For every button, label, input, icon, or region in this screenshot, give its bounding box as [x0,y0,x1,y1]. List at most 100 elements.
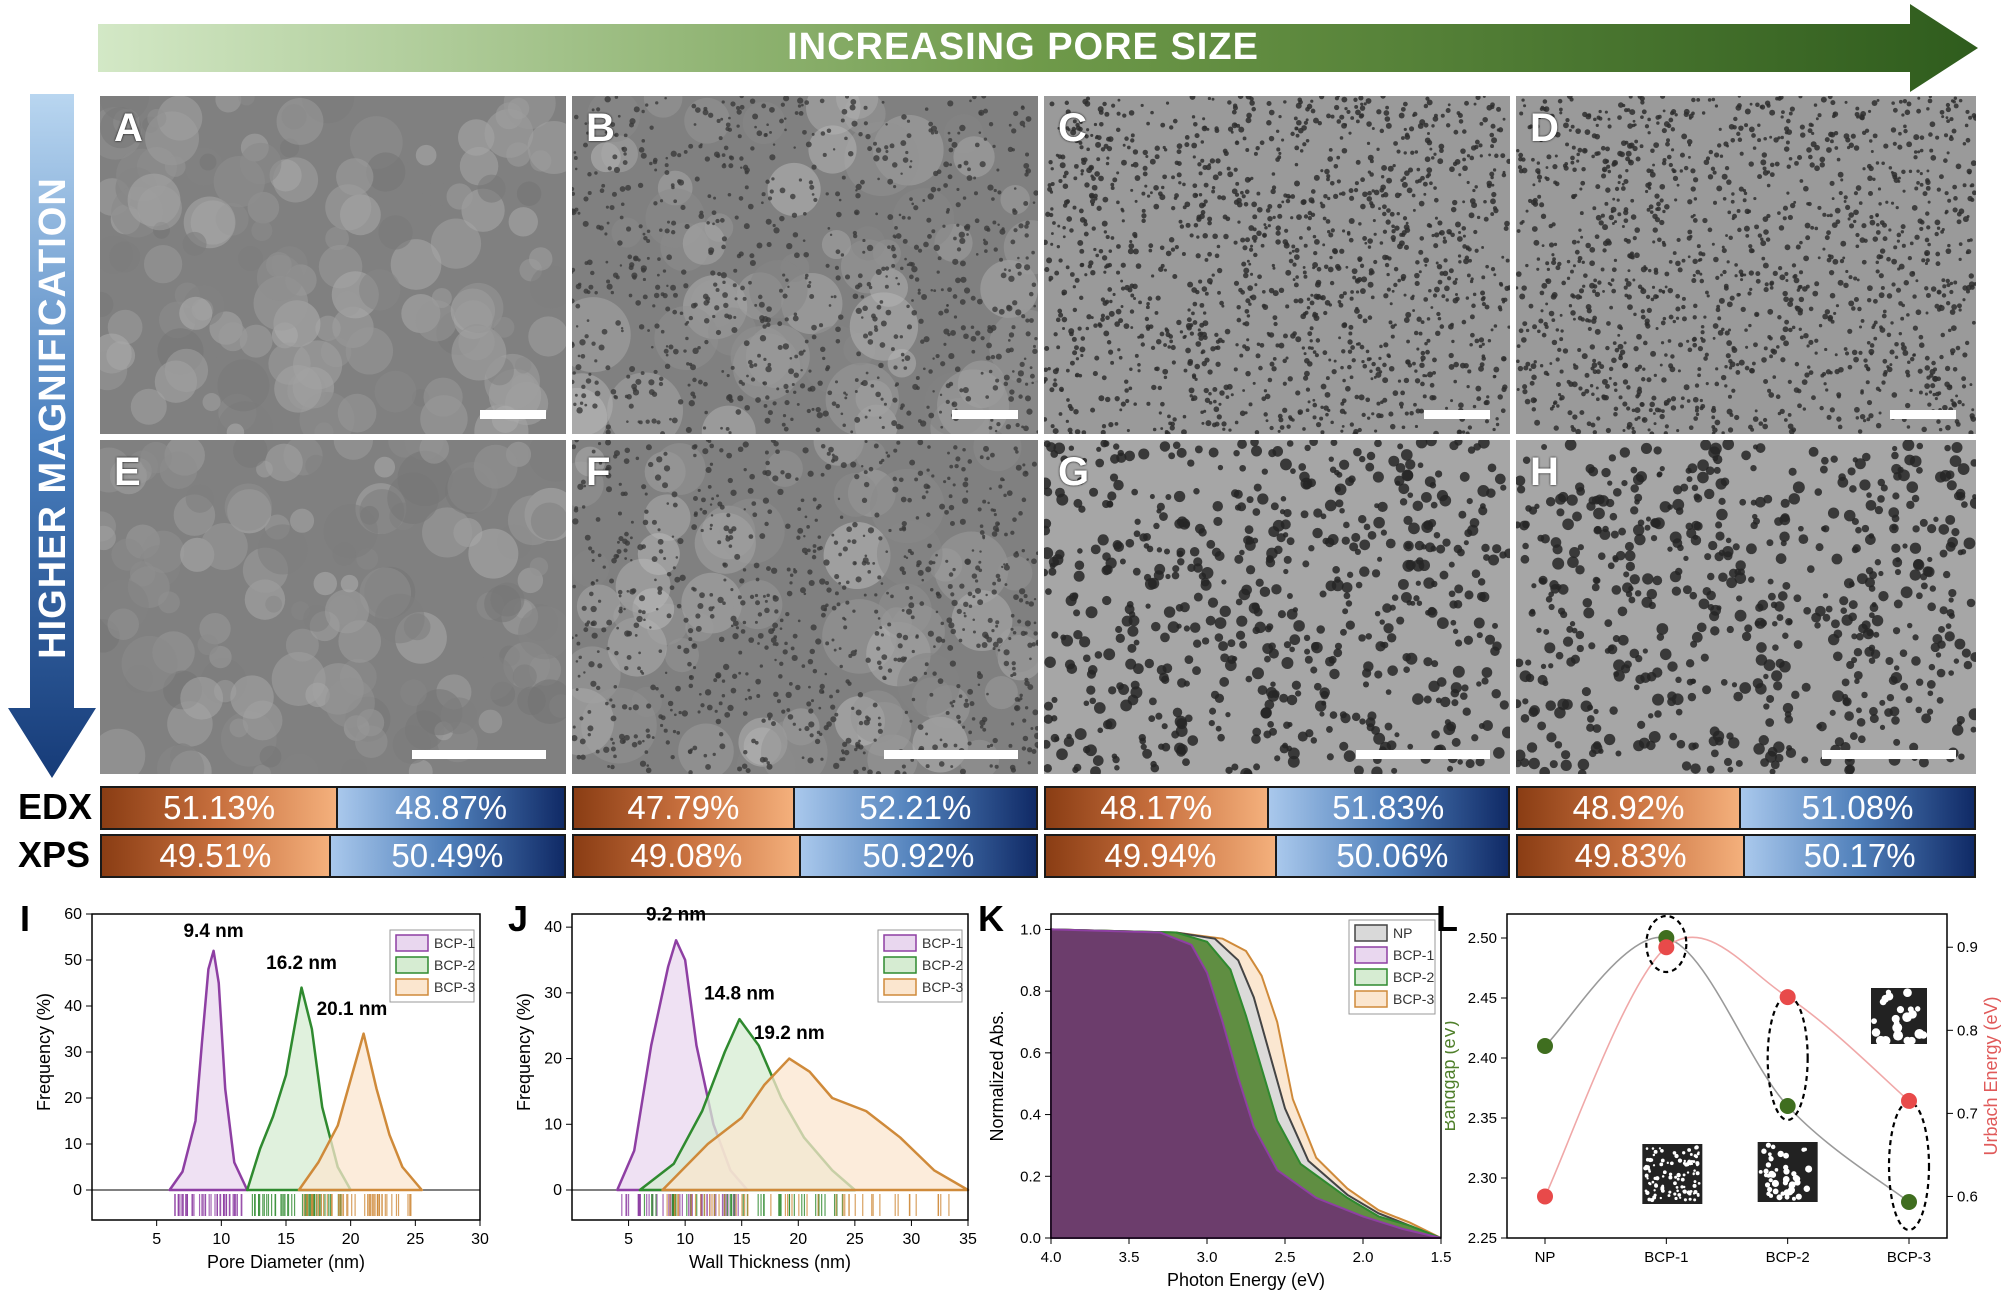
xps-row-label: XPS [18,834,91,875]
xps-left-value: 49.08% [574,836,801,876]
inset-pore [1696,1192,1700,1196]
inset-pore [1795,1193,1802,1200]
inset-pore [1694,1145,1699,1150]
inset-pore [1903,988,1912,998]
bandgap-point [1901,1194,1917,1210]
inset-pore [1676,1172,1681,1178]
y-tick-label: 30 [544,985,562,1002]
xps-right-value: 50.49% [330,836,564,876]
highlight-ellipse [1887,1100,1931,1232]
x-tick-label: 1.5 [1431,1249,1452,1266]
xps-left-value: 49.83% [1518,836,1746,876]
edx-left-value: 48.17% [1046,788,1269,828]
scale-bar [952,410,1018,419]
sem-image-c: C [1044,96,1510,434]
edx-right-value: 52.21% [794,788,1036,828]
inset-pore [1660,1188,1665,1193]
inset-pore [1693,1198,1697,1202]
peak-annotation: 14.8 nm [704,983,775,1004]
inset-pore [1768,1155,1773,1160]
inset-pore [1677,1158,1683,1163]
xps-bar-1: 49.51% 50.49% [100,834,566,878]
inset-pore [1648,1170,1652,1173]
x-category-label: NP [1535,1249,1556,1266]
highlight-ellipse [1645,914,1688,974]
inset-pore [1892,1022,1903,1033]
x-axis-label: Photon Energy (eV) [1167,1270,1325,1290]
y-tick-label: 10 [544,1116,562,1133]
x-tick-label: 15 [733,1231,751,1248]
pore-size-arrow [98,4,1978,92]
inset-pore [1677,1193,1682,1197]
sem-image-h: H [1516,440,1976,774]
legend-swatch [1354,968,1388,986]
y-tick-label: 20 [544,1051,562,1068]
inset-pore [1684,1162,1689,1167]
edx-right-value: 48.87% [338,788,564,828]
inset-pore [1653,1189,1656,1192]
sem-panel-label: D [1530,106,1559,150]
legend-entry: BCP-3 [434,979,475,995]
edx-bar-3: 48.17% 51.83% [1044,786,1510,830]
inset-pore [1675,1186,1679,1189]
x-tick-label: 2.0 [1353,1249,1374,1266]
sem-panel-label: A [114,106,143,150]
y2-tick-label: 0.9 [1957,939,1978,956]
legend-swatch [883,934,917,952]
inset-pore [1688,1197,1692,1201]
inset-pore [1654,1183,1659,1188]
legend-entry: BCP-1 [1393,947,1434,963]
inset-pore [1763,1168,1769,1174]
bandgap-point [1779,1098,1796,1114]
peak-annotation: 9.4 nm [183,921,243,942]
legend-entry: BCP-2 [434,957,475,973]
inset-pore [1765,1162,1772,1168]
y-tick-label: 40 [544,919,562,936]
x-tick-label: 2.5 [1275,1249,1296,1266]
y-tick-label: 2.50 [1468,930,1497,947]
inset-pore [1646,1177,1649,1180]
legend-swatch [1354,990,1388,1008]
chart-wall-thickness: 0 10 20 30 40 5 10 15 20 25 30 35 Wall Thickness (nm… [514,905,977,1272]
y-tick-label: 2.35 [1468,1110,1497,1127]
y-tick-label: 30 [64,1044,82,1061]
inset-pore [1652,1153,1656,1157]
legend-entry: BCP-3 [922,979,963,995]
inset-pore [1669,1161,1674,1166]
inset-pore [1667,1194,1671,1197]
pore-size-arrow-label: INCREASING PORE SIZE [787,25,1259,68]
edx-bar-4: 48.92% 51.08% [1516,786,1976,830]
legend-swatch [395,956,429,974]
inset-pore [1682,1190,1685,1193]
inset-pore [1777,1150,1784,1158]
y-tick-label: 0.2 [1020,1168,1041,1185]
x-tick-label: 25 [406,1231,424,1248]
panel-label-k: K [978,898,1004,939]
sem-panel-label: G [1058,450,1090,494]
magnification-arrow-label: HIGHER MAGNIFICATION [31,177,74,659]
inset-pore [1648,1181,1651,1185]
inset-pore [1693,1180,1697,1183]
urbach-point [1779,989,1796,1006]
x-tick-label: 3.0 [1197,1249,1218,1266]
x-tick-label: 25 [846,1231,864,1248]
y-tick-label: 0 [73,1182,82,1199]
inset-pore [1788,1181,1796,1189]
inset-pore [1687,1148,1691,1152]
inset-pore [1784,1194,1790,1200]
peak-annotation: 20.1 nm [317,999,388,1020]
inset-pore [1680,1177,1685,1182]
y-tick-label: 1.0 [1020,921,1041,938]
sem-image-g: G [1044,440,1510,774]
xps-right-value: 50.06% [1276,836,1508,876]
inset-pore [1915,1006,1921,1012]
inset-pore [1782,1180,1789,1186]
x-tick-label: 30 [471,1231,489,1248]
inset-pore [1758,1169,1763,1174]
y-tick-label: 20 [64,1090,82,1107]
inset-pore [1653,1149,1658,1154]
legend-swatch [395,978,429,996]
inset-pore [1772,1188,1779,1195]
y-tick-label: 60 [64,906,82,923]
edx-right-value: 51.08% [1741,788,1974,828]
